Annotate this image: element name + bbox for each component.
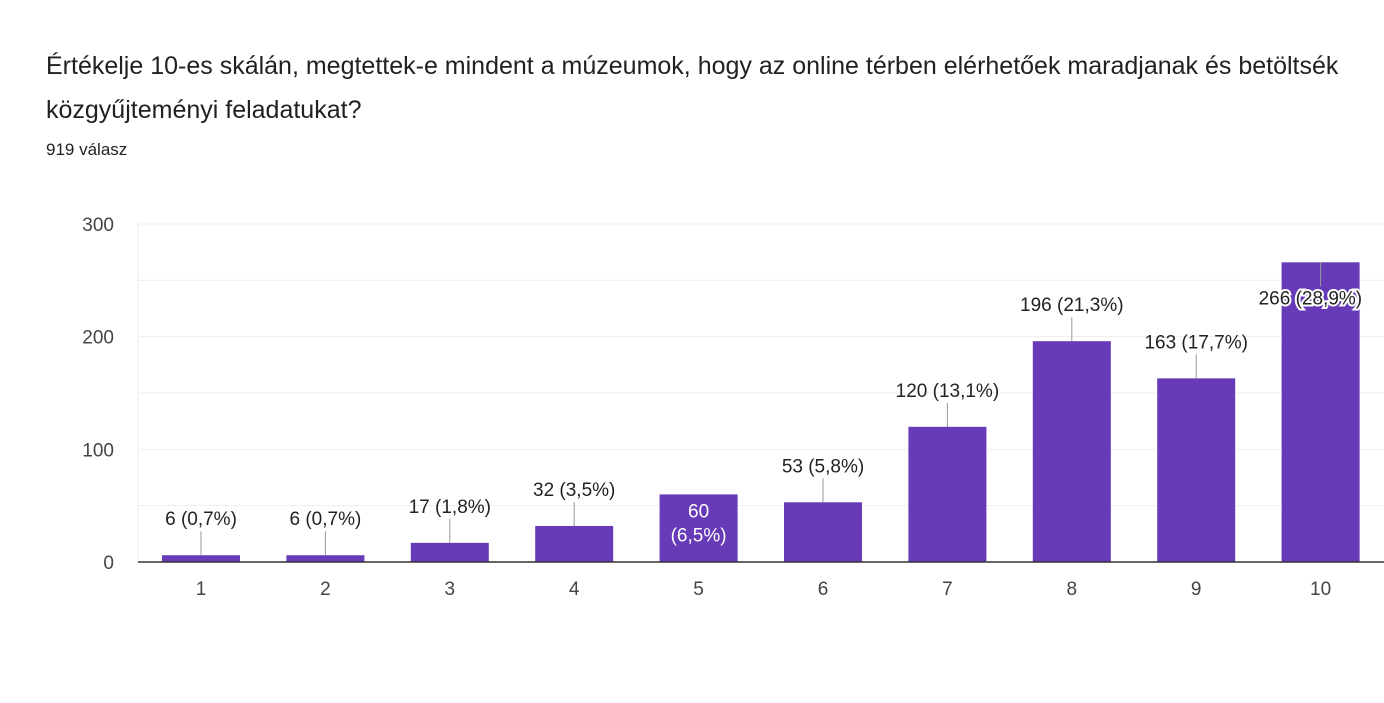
response-count: 919 válasz xyxy=(46,140,128,159)
data-label: 53 (5,8%) xyxy=(782,456,864,477)
data-label: 6 (0,7%) xyxy=(289,509,361,530)
x-tick-label: 9 xyxy=(1191,579,1202,600)
x-tick-label: 3 xyxy=(445,579,456,600)
data-label: 17 (1,8%) xyxy=(409,497,491,518)
data-label-percent: (6,5%) xyxy=(671,525,727,546)
y-tick-label: 300 xyxy=(82,215,114,236)
bar-8 xyxy=(1032,341,1111,562)
y-tick-label: 200 xyxy=(82,328,114,349)
x-tick-label: 7 xyxy=(942,579,953,600)
data-label: 60 xyxy=(688,501,709,522)
bar-9 xyxy=(1157,378,1236,562)
x-tick-label: 1 xyxy=(196,579,207,600)
chart-title: Értékelje 10-es skálán, megtettek-e mind… xyxy=(46,52,1339,124)
y-tick-label: 0 xyxy=(103,553,114,574)
x-tick-label: 5 xyxy=(693,579,704,600)
data-label: 6 (0,7%) xyxy=(165,509,237,530)
data-label: 32 (3,5%) xyxy=(533,480,615,501)
bar-7 xyxy=(908,426,987,562)
x-tick-label: 6 xyxy=(818,579,829,600)
x-tick-label: 10 xyxy=(1310,579,1331,600)
data-label: 163 (17,7%) xyxy=(1144,332,1248,353)
bar-10 xyxy=(1281,262,1360,562)
data-label: 120 (13,1%) xyxy=(896,381,1000,402)
data-label: 196 (21,3%) xyxy=(1020,295,1124,316)
y-tick-label: 100 xyxy=(82,440,114,461)
bar-2 xyxy=(286,555,365,562)
x-tick-label: 8 xyxy=(1067,579,1078,600)
bar-1 xyxy=(162,555,240,562)
data-label: 266 (28,9%) xyxy=(1259,288,1363,309)
bar-3 xyxy=(410,542,489,562)
bar-5 xyxy=(659,494,738,562)
bar-6 xyxy=(784,502,862,562)
x-tick-label: 4 xyxy=(569,579,580,600)
x-tick-label: 2 xyxy=(320,579,331,600)
bar-4 xyxy=(535,525,614,562)
